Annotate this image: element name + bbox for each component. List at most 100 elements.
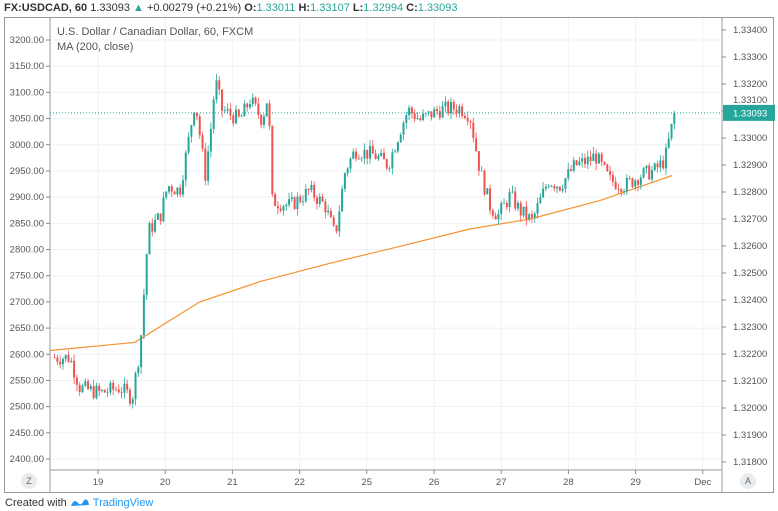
candle [500, 200, 503, 220]
candle [75, 374, 78, 392]
legend-indicator[interactable]: MA (200, close) [57, 41, 134, 53]
auto-scale-left-button[interactable]: Z [21, 473, 37, 489]
candle-body [363, 149, 366, 159]
candle [260, 113, 263, 129]
candle [645, 165, 648, 174]
candle-body [477, 151, 480, 171]
candle-body [558, 186, 561, 191]
candle [254, 96, 257, 106]
tradingview-logo-icon [70, 499, 89, 506]
right-tick-label: 1.32000 [733, 403, 767, 414]
candle [469, 119, 472, 129]
candle-body [165, 191, 168, 198]
candle-body [645, 165, 648, 169]
candle-body [480, 170, 483, 172]
candle-body [123, 383, 126, 393]
candle [530, 210, 533, 223]
candle [279, 204, 282, 213]
candle-body [422, 113, 425, 120]
candle-body [335, 225, 338, 232]
auto-scale-button[interactable]: A [740, 473, 756, 489]
left-tick-label: 2450.00 [10, 428, 44, 439]
candle-body [391, 152, 394, 169]
left-tick-label: 2750.00 [10, 271, 44, 282]
left-tick-label: 2650.00 [10, 323, 44, 334]
right-tick-label: 1.32900 [733, 160, 767, 171]
left-tick-label: 3050.00 [10, 114, 44, 125]
candle [246, 102, 249, 112]
candle-body [120, 392, 123, 394]
candle [377, 153, 380, 162]
candle [209, 122, 212, 158]
candle-body [500, 203, 503, 214]
low-label: L: [352, 2, 364, 14]
candle [670, 123, 673, 141]
candle [586, 150, 589, 170]
candle [103, 389, 106, 393]
candle [114, 386, 117, 392]
candle [335, 225, 338, 234]
candle [304, 184, 307, 204]
candle [405, 111, 408, 129]
time-tick-label: 19 [93, 477, 104, 488]
candle [338, 204, 341, 237]
candle [508, 188, 511, 213]
candle [455, 104, 458, 118]
candle [650, 165, 653, 183]
candle [232, 112, 235, 127]
candle-body [611, 174, 614, 182]
time-tick-label: 26 [429, 477, 440, 488]
candle [327, 204, 330, 216]
candle [653, 162, 656, 172]
right-tick-label: 1.33400 [733, 25, 767, 36]
time-tick-label: 21 [227, 477, 238, 488]
right-tick-label: 1.33000 [733, 133, 767, 144]
left-tick-label: 2900.00 [10, 192, 44, 203]
candle-body [274, 194, 277, 206]
last-price-line: 1.33093 [50, 104, 775, 121]
candle-body [586, 156, 589, 165]
candle-body [223, 110, 226, 112]
candle-body [575, 160, 578, 166]
candle-body [424, 113, 427, 115]
candle-body [276, 205, 279, 209]
candle-body [614, 181, 617, 189]
candle [597, 152, 600, 164]
candle [374, 149, 377, 160]
candle-body [634, 180, 637, 187]
candle [154, 213, 157, 234]
candle-body [544, 186, 547, 189]
left-tick-label: 2850.00 [10, 218, 44, 229]
candle-body [516, 202, 519, 209]
candle-body [226, 108, 229, 111]
candle-body [204, 148, 207, 181]
candle [290, 191, 293, 202]
candle-body [408, 107, 411, 116]
candle [394, 148, 397, 153]
candle [195, 112, 198, 121]
tradingview-link[interactable]: TradingView [92, 497, 154, 509]
candle-body [455, 109, 458, 114]
candle-body [310, 184, 313, 191]
candle [193, 112, 196, 127]
candle-body [134, 373, 137, 400]
candle-body [648, 165, 651, 180]
candle [382, 148, 385, 160]
candle [159, 213, 162, 225]
candle-body [606, 164, 609, 172]
candle [190, 124, 193, 143]
candle-body [667, 138, 670, 148]
candle-body [670, 123, 673, 139]
candle [662, 155, 665, 171]
candle [274, 191, 277, 207]
candle [422, 109, 425, 122]
candle-body [528, 214, 531, 220]
candle-body [494, 215, 497, 220]
symbol-header: FX:USDCAD, 60 1.33093 ▲ +0.00279 (+0.21%… [4, 2, 458, 14]
candle [664, 143, 667, 175]
candle [413, 109, 416, 123]
candle-body [441, 106, 444, 118]
candle-body [533, 213, 536, 218]
candle-body [349, 158, 352, 169]
